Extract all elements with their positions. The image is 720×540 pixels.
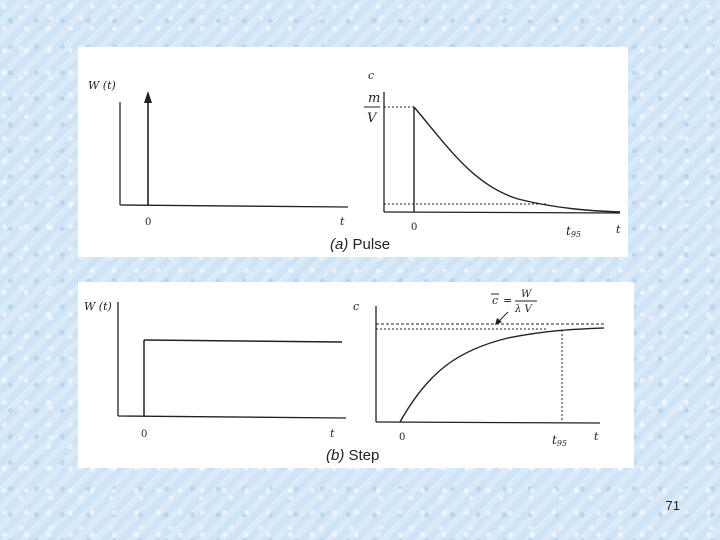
pulse-input-xlabel: t	[340, 215, 345, 228]
pulse-caption: (a) Pulse	[330, 236, 390, 253]
step-response-ylabel: c	[353, 300, 359, 313]
step-level-pointer-head	[495, 318, 502, 325]
pulse-response-xlabel: t	[616, 223, 621, 236]
step-level-numerator: W	[521, 289, 532, 300]
step-response-origin-label: 0	[399, 432, 405, 443]
pulse-impulse-arrowhead	[144, 91, 152, 103]
step-response-xlabel: t	[594, 430, 599, 443]
pulse-level-denominator: V	[367, 111, 378, 126]
step-caption: (b) Step	[326, 447, 379, 464]
step-t95-label: t95	[552, 433, 567, 448]
step-figure-svg: W (t) 0 t c c = W λ V 0 t95 t (b) Step	[84, 289, 605, 464]
step-input-ylabel: W (t)	[84, 300, 112, 313]
pulse-t95-label: t95	[566, 224, 581, 239]
step-level-equals: =	[503, 294, 512, 307]
step-level-denominator: λ V	[514, 304, 534, 315]
step-response-xaxis	[375, 421, 601, 424]
pulse-input-ylabel: W (t)	[88, 79, 116, 92]
pulse-level-numerator: m	[368, 91, 380, 106]
step-level-cbar: c	[492, 294, 498, 307]
pulse-response-xaxis	[383, 211, 621, 214]
pulse-input-origin-label: 0	[145, 217, 151, 228]
pulse-figure-svg: W (t) 0 t c m V 0 t95 t (a) Pulse	[88, 69, 621, 253]
pulse-response-origin-label: 0	[411, 222, 417, 233]
step-input-xaxis	[117, 415, 347, 419]
step-input-xlabel: t	[330, 427, 335, 440]
pulse-figure-panel: W (t) 0 t c m V 0 t95 t (a) Pulse	[78, 47, 628, 257]
pulse-response-ylabel: c	[368, 69, 374, 82]
step-input-plateau	[143, 339, 343, 343]
pulse-input-xaxis	[119, 204, 349, 208]
step-rise-curve	[399, 327, 605, 423]
step-figure-panel: W (t) 0 t c c = W λ V 0 t95 t (b) Step	[78, 282, 634, 468]
step-input-origin-label: 0	[141, 429, 147, 440]
slide-number: 71	[665, 498, 680, 513]
pulse-decay-curve	[413, 106, 621, 213]
